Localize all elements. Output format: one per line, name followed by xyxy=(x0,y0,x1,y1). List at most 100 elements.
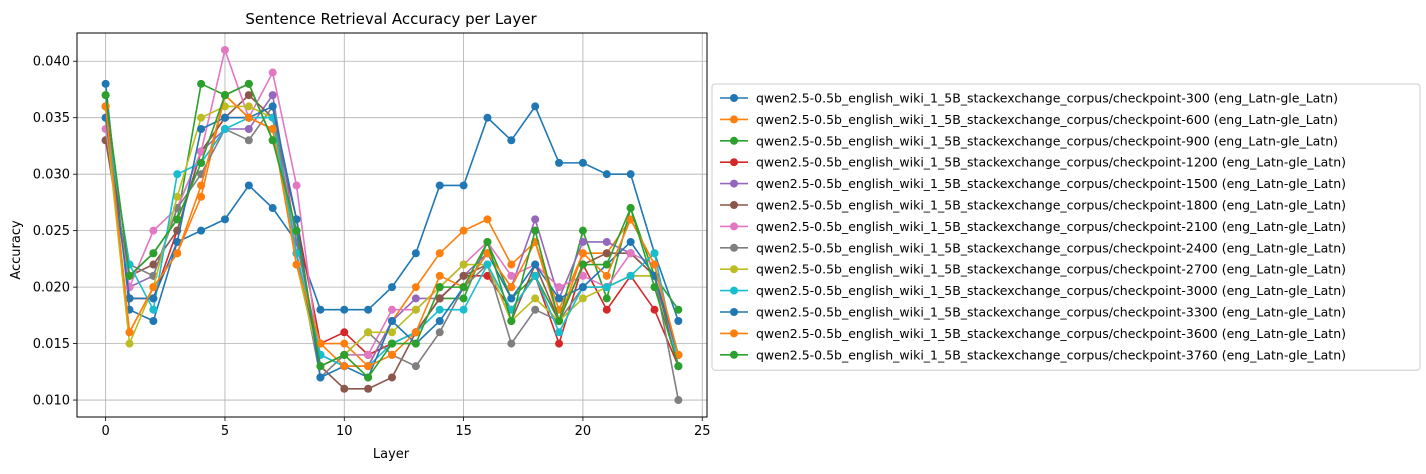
data-point xyxy=(197,79,206,88)
x-tick-label: 0 xyxy=(101,424,109,439)
data-point xyxy=(388,373,396,382)
legend-item: qwen2.5-0.5b_english_wiki_1_5B_stackexch… xyxy=(720,262,1346,277)
legend-item: qwen2.5-0.5b_english_wiki_1_5B_stackexch… xyxy=(720,305,1346,320)
data-point xyxy=(340,305,349,314)
legend-box xyxy=(711,83,1421,371)
legend: qwen2.5-0.5b_english_wiki_1_5B_stackexch… xyxy=(711,83,1421,371)
data-point xyxy=(173,215,182,224)
data-point xyxy=(483,237,492,246)
data-point xyxy=(268,68,277,77)
data-point xyxy=(388,339,396,348)
data-point xyxy=(149,283,158,292)
legend-swatch-marker xyxy=(730,265,738,274)
data-point xyxy=(411,305,420,314)
data-point xyxy=(602,170,611,179)
data-point xyxy=(626,204,635,213)
y-tick-label: 0.030 xyxy=(33,168,70,183)
legend-swatch-marker xyxy=(730,243,738,252)
data-point xyxy=(531,305,540,314)
data-point xyxy=(149,249,158,258)
legend-swatch-marker xyxy=(730,179,738,188)
data-point xyxy=(435,294,444,303)
x-tick-label: 25 xyxy=(694,424,711,439)
data-point xyxy=(340,328,349,337)
data-point xyxy=(459,226,468,235)
data-point xyxy=(340,350,349,359)
legend-item: qwen2.5-0.5b_english_wiki_1_5B_stackexch… xyxy=(720,91,1338,106)
data-point xyxy=(411,328,420,337)
data-point xyxy=(555,158,564,167)
data-point xyxy=(197,226,206,235)
data-point xyxy=(674,396,683,405)
data-point xyxy=(220,125,229,133)
data-point xyxy=(555,283,564,292)
data-point xyxy=(459,181,468,190)
y-tick-label: 0.010 xyxy=(33,394,70,409)
data-point xyxy=(244,79,253,88)
x-tick-label: 10 xyxy=(336,424,353,439)
data-point xyxy=(459,305,468,314)
data-point xyxy=(268,102,277,111)
legend-label: qwen2.5-0.5b_english_wiki_1_5B_stackexch… xyxy=(756,326,1346,341)
legend-swatch-marker xyxy=(730,158,738,167)
data-point xyxy=(244,136,253,145)
data-point xyxy=(459,260,468,269)
legend-swatch-marker xyxy=(730,222,738,231)
data-point xyxy=(364,362,373,371)
legend-item: qwen2.5-0.5b_english_wiki_1_5B_stackexch… xyxy=(720,133,1338,148)
data-point xyxy=(125,328,134,337)
data-point xyxy=(316,362,325,371)
data-point xyxy=(244,181,253,190)
data-point xyxy=(292,181,301,190)
data-point xyxy=(101,79,110,88)
legend-label: qwen2.5-0.5b_english_wiki_1_5B_stackexch… xyxy=(756,112,1338,127)
data-point xyxy=(220,113,229,122)
data-point xyxy=(364,328,373,337)
legend-item: qwen2.5-0.5b_english_wiki_1_5B_stackexch… xyxy=(720,112,1338,127)
series xyxy=(101,79,683,325)
data-point xyxy=(483,215,492,224)
data-point xyxy=(316,339,325,348)
data-point xyxy=(578,226,587,235)
data-point xyxy=(483,113,492,122)
data-point xyxy=(531,215,540,224)
legend-item: qwen2.5-0.5b_english_wiki_1_5B_stackexch… xyxy=(720,240,1346,255)
data-point xyxy=(101,91,110,100)
legend-swatch-marker xyxy=(730,115,738,124)
data-point xyxy=(531,260,540,269)
data-point xyxy=(650,283,659,292)
x-tick-label: 5 xyxy=(221,424,229,439)
data-point xyxy=(650,249,659,258)
data-point xyxy=(626,237,635,246)
data-point xyxy=(268,91,277,100)
data-point xyxy=(578,283,587,292)
data-point xyxy=(674,305,683,314)
legend-label: qwen2.5-0.5b_english_wiki_1_5B_stackexch… xyxy=(756,176,1346,191)
data-point xyxy=(364,373,373,382)
data-point xyxy=(364,305,373,314)
data-point xyxy=(340,339,349,348)
data-point xyxy=(602,237,611,246)
data-point xyxy=(125,283,134,292)
data-point xyxy=(388,350,396,359)
data-point xyxy=(459,283,468,292)
data-point xyxy=(388,305,396,314)
data-point xyxy=(602,305,611,314)
data-point xyxy=(674,362,683,371)
data-point xyxy=(435,271,444,280)
data-point xyxy=(674,317,683,325)
data-point xyxy=(578,249,587,258)
data-point xyxy=(531,102,540,111)
data-point xyxy=(507,317,516,325)
data-point xyxy=(555,339,564,348)
data-point xyxy=(435,249,444,258)
y-tick-label: 0.035 xyxy=(33,111,70,126)
legend-swatch-marker xyxy=(730,286,738,295)
series-group xyxy=(101,45,683,405)
data-point xyxy=(507,260,516,269)
data-point xyxy=(388,317,396,325)
data-point xyxy=(220,215,229,224)
data-point xyxy=(244,102,253,111)
data-point xyxy=(149,317,158,325)
